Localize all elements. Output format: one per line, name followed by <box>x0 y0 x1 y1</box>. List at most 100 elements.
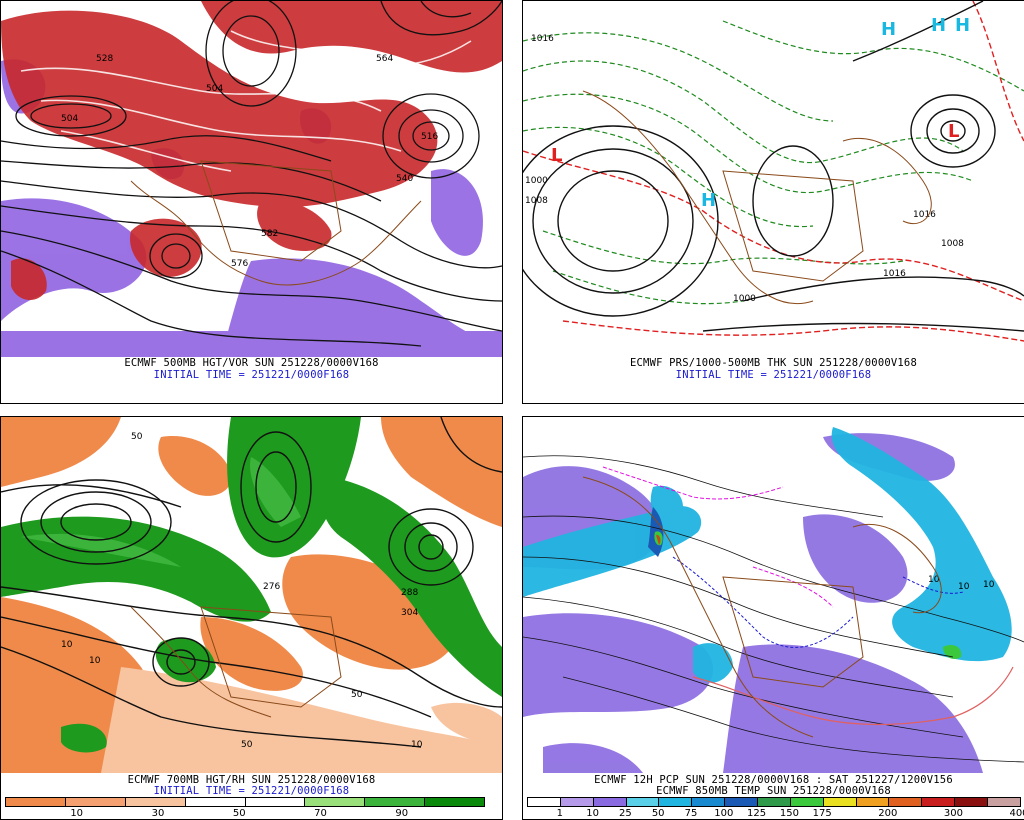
contour-label: 564 <box>376 54 393 64</box>
coastline <box>130 606 342 718</box>
low-center: L <box>551 145 562 166</box>
colorbar-swatch <box>365 798 426 806</box>
precip-colorbar <box>527 797 1021 807</box>
colorbar-tick-label: 25 <box>619 808 632 819</box>
positive-vorticity-fill <box>1 1 502 301</box>
contour-label: 10 <box>928 575 940 585</box>
contour-label: 276 <box>263 582 280 592</box>
panel-caption: ECMWF 700MB HGT/RH SUN 251228/0000V168 <box>127 774 376 786</box>
panel-precip-850mb-temp: 10 10 10 ECMWF 12H PCP SUN 251228/0000V1… <box>522 416 1024 820</box>
contour-label: 1008 <box>941 239 964 249</box>
relative-humidity-map: 50 276 288 304 10 10 50 50 10 <box>1 417 502 773</box>
low-center: L <box>948 121 959 142</box>
pressure-map: 1016 1000 1008 1016 1008 1016 1000 H H H… <box>523 1 1024 355</box>
colorbar-tick-label: 50 <box>232 808 246 819</box>
contour-label: 504 <box>206 84 223 94</box>
contour-label: 1000 <box>525 176 548 186</box>
panel-caption-secondary: ECMWF 850MB TEMP SUN 251228/0000V168 <box>656 785 891 797</box>
colorbar-swatch <box>725 798 759 806</box>
colorbar-tick-label: 30 <box>151 808 165 819</box>
colorbar-tick-label: 150 <box>779 808 799 819</box>
colorbar-swatch <box>692 798 726 806</box>
contour-label: 10 <box>411 740 423 750</box>
contour-label: 10 <box>61 640 73 650</box>
colorbar-swatch <box>922 798 956 806</box>
colorbar-tick-label: 300 <box>943 808 963 819</box>
initial-time: INITIAL TIME = 251221/0000F168 <box>153 785 350 797</box>
colorbar-swatch <box>889 798 923 806</box>
panel-500mb-height-vorticity: 528 504 564 504 516 540 576 582 ECMWF 50… <box>0 0 503 404</box>
colorbar-swatch <box>988 798 1020 806</box>
colorbar-swatch <box>425 798 484 806</box>
colorbar-tick-label: 10 <box>70 808 84 819</box>
rh-colorbar <box>5 797 485 807</box>
high-center: H <box>955 15 970 36</box>
colorbar-swatch <box>823 798 857 806</box>
panel-caption: ECMWF 12H PCP SUN 251228/0000V168 : SAT … <box>594 774 953 786</box>
colorbar-swatch <box>528 798 561 806</box>
colorbar-swatch <box>125 798 186 806</box>
colorbar-swatch <box>593 798 627 806</box>
contour-label: 50 <box>131 432 143 442</box>
colorbar-swatch <box>65 798 126 806</box>
coastline <box>582 476 942 738</box>
contour-labels: 50 276 288 304 10 10 50 50 10 <box>61 432 423 750</box>
high-center: H <box>931 15 946 36</box>
contour-label: 516 <box>421 132 438 142</box>
colorbar-swatch <box>856 798 890 806</box>
colorbar-swatch <box>245 798 306 806</box>
panel-pressure-thickness: 1016 1000 1008 1016 1008 1016 1000 H H H… <box>522 0 1024 404</box>
colorbar-tick-label: 50 <box>651 808 665 819</box>
contour-label: 1016 <box>883 269 906 279</box>
colorbar-tick-label: 10 <box>586 808 599 819</box>
colorbar-tick-label: 90 <box>395 808 409 819</box>
colorbar-tick-label: 75 <box>684 808 698 819</box>
contour-label: 10 <box>958 582 970 592</box>
colorbar-tick-label: 100 <box>714 808 734 819</box>
coastline <box>582 90 932 305</box>
colorbar-tick-label: 400 <box>1009 808 1024 819</box>
contour-labels: 1016 1000 1008 1016 1008 1016 1000 <box>525 34 964 304</box>
initial-time: INITIAL TIME = 251221/0000F168 <box>675 369 872 381</box>
contour-label: 504 <box>61 114 78 124</box>
colorbar-tick-label: 70 <box>314 808 327 819</box>
vorticity-map: 528 504 564 504 516 540 576 582 <box>1 1 502 357</box>
panel-caption: ECMWF PRS/1000-500MB THK SUN 251228/0000… <box>630 357 917 369</box>
colorbar-swatch <box>955 798 989 806</box>
contour-label: 50 <box>351 690 363 700</box>
colorbar-swatch <box>626 798 660 806</box>
colorbar-swatch <box>560 798 594 806</box>
contour-label: 576 <box>231 259 248 269</box>
colorbar-swatch <box>185 798 246 806</box>
contour-label: 582 <box>261 229 278 239</box>
precip-colorbar-ticks: 1 10 25 50 75 100 125 150 175 200 300 400 <box>527 808 1024 819</box>
contour-labels: 10 10 10 <box>928 575 995 592</box>
temperature-contours <box>523 455 1024 763</box>
panel-700mb-height-rh: 50 276 288 304 10 10 50 50 10 ECMWF 700M… <box>0 416 503 820</box>
colorbar-tick-label: 200 <box>878 808 898 819</box>
contour-label: 288 <box>401 588 418 598</box>
contour-label: 1000 <box>733 294 756 304</box>
colorbar-swatch <box>659 798 693 806</box>
height-contours <box>1 1 502 347</box>
colorbar-swatch <box>790 798 824 806</box>
colorbar-tick-label: 175 <box>812 808 832 819</box>
colorbar-tick-label: 125 <box>747 808 767 819</box>
colorbar-swatch <box>305 798 366 806</box>
colorbar-swatch <box>6 798 66 806</box>
contour-label: 540 <box>396 174 413 184</box>
contour-label: 304 <box>401 608 418 618</box>
contour-label: 50 <box>241 740 253 750</box>
contour-label: 10 <box>983 580 995 590</box>
initial-time: INITIAL TIME = 251221/0000F168 <box>153 369 350 381</box>
colorbar-tick-label: 1 <box>556 808 563 819</box>
isobars <box>523 1 1024 332</box>
coastline <box>130 160 422 286</box>
contour-label: 1008 <box>525 196 548 206</box>
contour-labels: 528 504 564 504 516 540 576 582 <box>61 54 438 269</box>
precipitation-map: 10 10 10 <box>523 417 1024 773</box>
contour-label: 10 <box>89 656 101 666</box>
pressure-centers: H H H H L L <box>551 15 970 211</box>
contour-label: 528 <box>96 54 113 64</box>
high-center: H <box>881 19 896 40</box>
